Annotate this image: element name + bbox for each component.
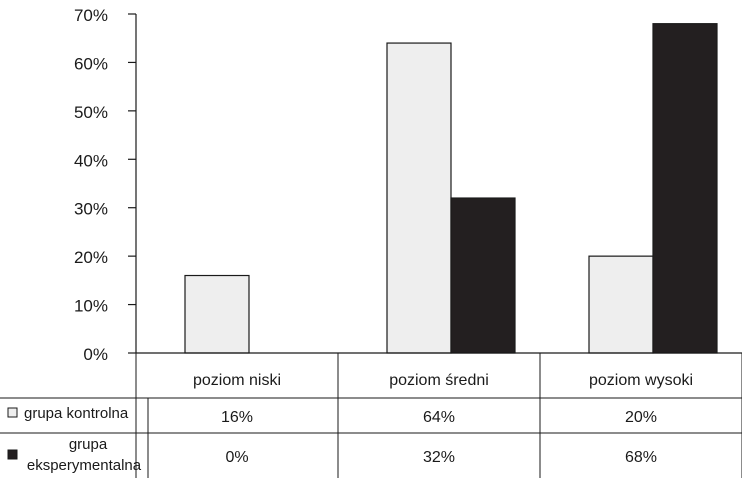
y-tick-label: 60%: [74, 54, 108, 73]
data-label: 0%: [225, 449, 248, 466]
data-label: 20%: [625, 409, 657, 426]
legend-label-line: grupa: [69, 436, 108, 453]
category-label: poziom średni: [389, 372, 489, 389]
y-tick-label: 70%: [74, 6, 108, 25]
y-tick-label: 10%: [74, 297, 108, 316]
data-label: 64%: [423, 409, 455, 426]
y-tick-label: 40%: [74, 151, 108, 170]
bar-kontrolna: [386, 42, 452, 354]
bar-eksperymentalna: [450, 197, 516, 354]
legend-swatch: [7, 449, 18, 460]
y-tick-label: 30%: [74, 200, 108, 219]
bars: [184, 23, 718, 354]
bar-kontrolna: [588, 255, 654, 354]
data-label: 68%: [625, 449, 657, 466]
legend-swatch: [7, 407, 18, 418]
data-table: poziom niski poziom średni poziom wysoki gr…: [0, 352, 742, 478]
y-tick-label: 0%: [83, 345, 108, 364]
legend-label: grupa kontrolna: [24, 405, 129, 422]
bar-kontrolna: [184, 274, 250, 354]
bar-eksperymentalna: [652, 23, 718, 354]
category-label: poziom wysoki: [589, 372, 693, 389]
category-label: poziom niski: [193, 372, 281, 389]
data-label: 16%: [221, 409, 253, 426]
data-label: 32%: [423, 449, 455, 466]
y-axis: 0% 10% 20% 30% 40% 50% 60% 70%: [74, 6, 137, 364]
y-tick-label: 20%: [74, 248, 108, 267]
y-tick-label: 50%: [74, 103, 108, 122]
legend-label-line: eksperymentalna: [27, 457, 142, 474]
